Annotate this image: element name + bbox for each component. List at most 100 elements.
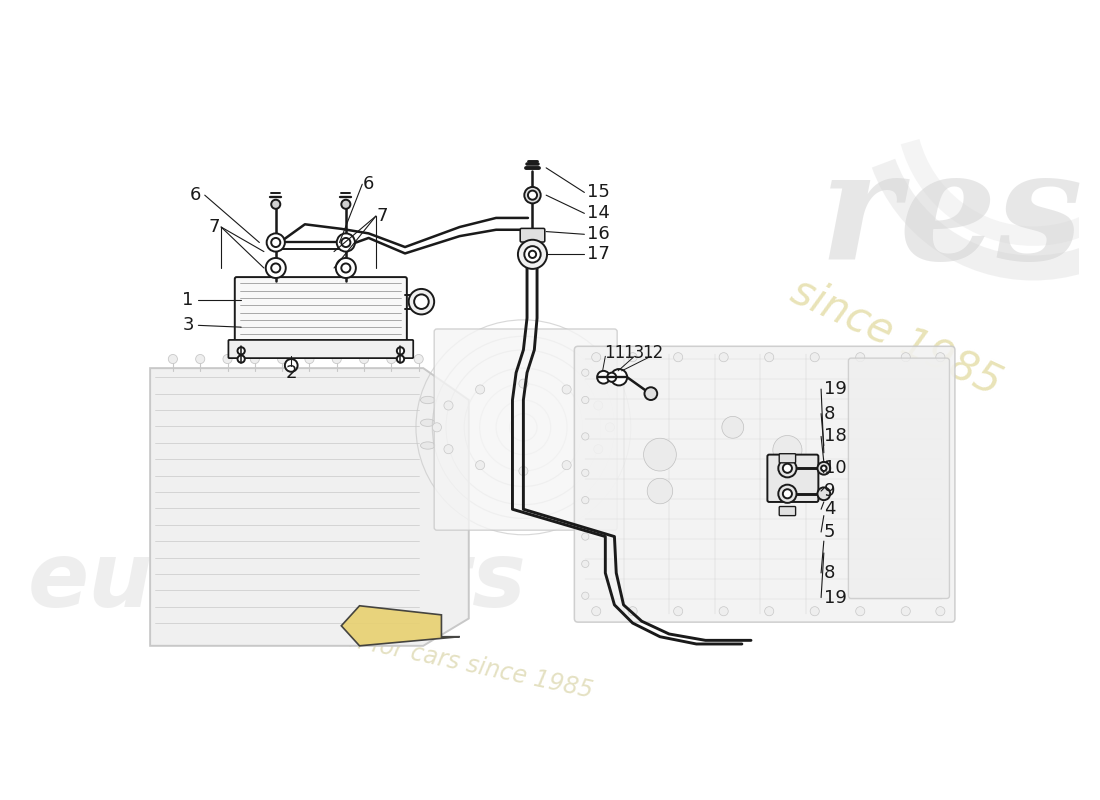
Text: 19: 19 [824, 589, 847, 606]
Circle shape [414, 354, 424, 363]
Circle shape [605, 422, 615, 432]
Circle shape [528, 190, 537, 200]
Circle shape [592, 353, 601, 362]
Text: 6: 6 [190, 186, 201, 204]
Circle shape [251, 354, 260, 363]
Circle shape [238, 355, 245, 362]
Text: 19: 19 [824, 380, 847, 398]
Circle shape [610, 369, 627, 386]
Text: 5: 5 [824, 523, 835, 541]
Circle shape [628, 606, 637, 616]
Circle shape [475, 461, 485, 470]
Circle shape [783, 464, 792, 473]
Text: 1: 1 [183, 291, 194, 309]
Circle shape [856, 606, 865, 616]
Circle shape [817, 487, 830, 500]
Text: a passion for cars since 1985: a passion for cars since 1985 [252, 607, 595, 702]
Circle shape [582, 592, 588, 599]
Circle shape [168, 354, 177, 363]
FancyBboxPatch shape [520, 228, 544, 242]
Circle shape [277, 354, 287, 363]
Text: 16: 16 [587, 226, 609, 243]
Text: 4: 4 [824, 500, 835, 518]
Circle shape [272, 238, 280, 247]
FancyBboxPatch shape [848, 358, 949, 598]
Circle shape [592, 606, 601, 616]
Circle shape [529, 250, 536, 258]
Circle shape [607, 373, 616, 382]
Circle shape [341, 200, 351, 209]
Ellipse shape [420, 419, 436, 426]
Circle shape [719, 353, 728, 362]
Circle shape [719, 606, 728, 616]
FancyBboxPatch shape [229, 340, 414, 358]
Text: 7: 7 [376, 207, 388, 225]
Text: 8: 8 [824, 564, 835, 582]
Circle shape [597, 371, 609, 384]
Circle shape [582, 533, 588, 540]
Circle shape [811, 606, 819, 616]
Circle shape [582, 433, 588, 440]
FancyBboxPatch shape [574, 346, 955, 622]
Circle shape [336, 258, 356, 278]
Circle shape [397, 355, 404, 362]
Circle shape [519, 466, 528, 475]
Circle shape [519, 379, 528, 388]
Circle shape [562, 385, 571, 394]
Circle shape [779, 459, 796, 478]
Text: 7: 7 [208, 218, 220, 236]
Circle shape [387, 354, 396, 363]
Circle shape [272, 200, 280, 209]
Text: 18: 18 [824, 427, 847, 446]
Circle shape [305, 354, 314, 363]
Circle shape [582, 560, 588, 567]
Circle shape [647, 478, 673, 504]
Circle shape [397, 347, 404, 354]
Circle shape [341, 263, 351, 273]
Text: 9: 9 [824, 482, 835, 500]
Circle shape [722, 416, 744, 438]
FancyBboxPatch shape [779, 506, 795, 516]
Circle shape [811, 353, 819, 362]
Circle shape [409, 289, 434, 314]
Circle shape [582, 396, 588, 404]
Text: europarts: europarts [29, 538, 527, 626]
Text: 13: 13 [623, 344, 645, 362]
Ellipse shape [420, 442, 436, 449]
Circle shape [525, 246, 541, 262]
Circle shape [582, 497, 588, 504]
Circle shape [360, 354, 368, 363]
Circle shape [594, 445, 603, 454]
Circle shape [673, 606, 683, 616]
Circle shape [332, 354, 341, 363]
Circle shape [936, 606, 945, 616]
Circle shape [196, 354, 205, 363]
Circle shape [444, 401, 453, 410]
Text: 10: 10 [824, 459, 846, 478]
Circle shape [266, 234, 285, 252]
Text: 17: 17 [587, 246, 610, 263]
Text: 6: 6 [363, 175, 374, 194]
Circle shape [444, 445, 453, 454]
FancyBboxPatch shape [779, 454, 795, 463]
Circle shape [673, 353, 683, 362]
FancyBboxPatch shape [434, 329, 617, 530]
Circle shape [582, 369, 588, 376]
Text: since 1985: since 1985 [784, 269, 1009, 403]
Text: res: res [820, 143, 1084, 293]
Circle shape [594, 401, 603, 410]
Circle shape [272, 263, 280, 273]
Circle shape [783, 490, 792, 498]
Circle shape [645, 387, 657, 400]
Circle shape [901, 353, 911, 362]
Circle shape [266, 258, 286, 278]
Text: 11: 11 [604, 344, 625, 362]
Circle shape [525, 187, 541, 203]
Text: 12: 12 [642, 344, 663, 362]
Circle shape [285, 359, 298, 372]
Circle shape [341, 238, 351, 247]
Circle shape [475, 385, 485, 394]
Circle shape [223, 354, 232, 363]
Circle shape [821, 466, 826, 471]
Circle shape [856, 353, 865, 362]
